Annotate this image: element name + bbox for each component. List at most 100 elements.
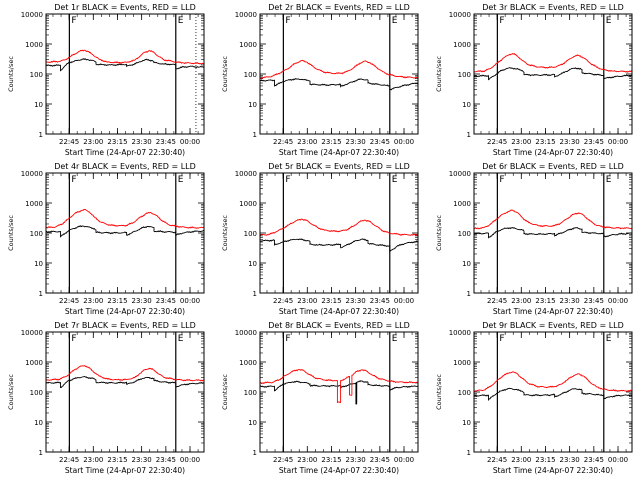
panel-title: Det 6r BLACK = Events, RED = LLD [482, 162, 624, 171]
marker-label-E: E [606, 175, 612, 185]
x-axis-label: Start Time (24-Apr-07 22:30:40) [65, 148, 185, 157]
series-line-lld [259, 59, 418, 79]
y-tick-label: 10000 [449, 11, 471, 19]
plot-frame [45, 172, 205, 294]
y-tick-label: 10 [34, 419, 43, 427]
detector-panel-5: Det 5r BLACK = Events, RED = LLD Counts/s… [221, 162, 419, 316]
y-tick-label: 100 [244, 71, 257, 79]
panel-title: Det 7r BLACK = Events, RED = LLD [54, 321, 196, 330]
y-tick-label: 10000 [235, 329, 257, 337]
x-tick-label: 23:45 [156, 138, 176, 146]
x-tick-label: 23:45 [370, 297, 390, 305]
x-tick-label: 23:45 [584, 297, 604, 305]
x-tick-label: 23:30 [346, 297, 366, 305]
y-tick-label: 10 [462, 419, 471, 427]
y-tick-label: 10 [462, 260, 471, 268]
series-line-lld [473, 371, 632, 392]
x-axis-label: Start Time (24-Apr-07 22:30:40) [493, 307, 613, 316]
y-tick-label: 10000 [21, 11, 43, 19]
y-axis-label: Counts/sec [435, 215, 443, 251]
y-tick-label: 1000 [453, 41, 471, 49]
x-tick-label: 23:30 [346, 138, 366, 146]
y-tick-label: 1 [39, 290, 43, 298]
y-tick-label: 100 [458, 389, 471, 397]
x-tick-label: 23:15 [107, 297, 127, 305]
y-tick-label: 1000 [25, 359, 43, 367]
x-axis-label: Start Time (24-Apr-07 22:30:40) [65, 307, 185, 316]
y-tick-label: 1000 [239, 41, 257, 49]
marker-label-F: F [499, 175, 504, 185]
y-tick-label: 1000 [239, 359, 257, 367]
marker-label-E: E [392, 175, 398, 185]
x-tick-label: 22:45 [59, 456, 79, 464]
x-tick-label: 00:00 [394, 456, 414, 464]
panel-title: Det 1r BLACK = Events, RED = LLD [54, 3, 196, 12]
x-tick-label: 23:00 [297, 456, 317, 464]
y-tick-label: 10000 [21, 329, 43, 337]
x-tick-label: 23:00 [83, 456, 103, 464]
x-tick-label: 23:15 [107, 456, 127, 464]
marker-label-E: E [178, 175, 184, 185]
x-tick-label: 23:45 [156, 297, 176, 305]
plot-frame [259, 331, 419, 453]
x-tick-label: 23:45 [370, 138, 390, 146]
marker-label-F: F [285, 175, 290, 185]
detector-panel-6: Det 6r BLACK = Events, RED = LLD Counts/s… [435, 162, 633, 316]
x-tick-label: 00:00 [180, 297, 200, 305]
panel-title: Det 8r BLACK = Events, RED = LLD [268, 321, 410, 330]
marker-label-E: E [606, 16, 612, 26]
series-line-events [474, 387, 633, 402]
y-tick-label: 1000 [453, 200, 471, 208]
x-axis-label: Start Time (24-Apr-07 22:30:40) [279, 307, 399, 316]
y-tick-label: 10 [248, 101, 257, 109]
y-tick-label: 1000 [25, 200, 43, 208]
x-tick-label: 23:45 [156, 456, 176, 464]
plot-frame [473, 331, 633, 453]
panel-title: Det 2r BLACK = Events, RED = LLD [268, 3, 410, 12]
detector-panel-3: Det 3r BLACK = Events, RED = LLD Counts/s… [435, 3, 633, 157]
y-tick-label: 1000 [25, 41, 43, 49]
panel-title: Det 3r BLACK = Events, RED = LLD [482, 3, 624, 12]
x-tick-label: 23:30 [132, 138, 152, 146]
x-tick-label: 23:15 [321, 138, 341, 146]
y-axis-label: Counts/sec [221, 215, 229, 251]
marker-label-E: E [178, 334, 184, 344]
x-axis-label: Start Time (24-Apr-07 22:30:40) [493, 466, 613, 475]
marker-label-E: E [606, 334, 612, 344]
plot-frame [259, 13, 419, 135]
x-tick-label: 22:45 [487, 456, 507, 464]
x-tick-label: 23:30 [560, 456, 580, 464]
y-tick-label: 100 [30, 389, 43, 397]
y-axis-label: Counts/sec [7, 56, 15, 92]
x-tick-label: 00:00 [180, 456, 200, 464]
series-line-lld [259, 218, 419, 237]
panel-title: Det 5r BLACK = Events, RED = LLD [268, 162, 410, 171]
y-tick-label: 10 [34, 101, 43, 109]
x-tick-label: 23:30 [346, 456, 366, 464]
series-line-events [473, 67, 633, 81]
series-line-events [259, 238, 419, 253]
x-tick-label: 23:00 [297, 138, 317, 146]
marker-label-F: F [71, 16, 76, 26]
series-line-events [473, 226, 633, 239]
y-axis-label: Counts/sec [7, 374, 15, 410]
y-axis-label: Counts/sec [435, 374, 443, 410]
y-axis-label: Counts/sec [435, 56, 443, 92]
plot-frame [259, 172, 419, 294]
y-tick-label: 10000 [235, 11, 257, 19]
series-line-lld [45, 208, 205, 229]
x-tick-label: 23:00 [83, 138, 103, 146]
x-tick-label: 23:15 [107, 138, 127, 146]
x-tick-label: 23:30 [132, 297, 152, 305]
series-line-lld [473, 209, 633, 230]
series-line-lld [45, 49, 205, 65]
y-tick-label: 10000 [449, 170, 471, 178]
x-tick-label: 23:00 [511, 456, 531, 464]
x-tick-label: 23:15 [535, 297, 555, 305]
y-tick-label: 1 [253, 131, 257, 139]
x-tick-label: 22:45 [487, 297, 507, 305]
x-tick-label: 00:00 [608, 456, 628, 464]
y-tick-label: 1 [253, 290, 257, 298]
